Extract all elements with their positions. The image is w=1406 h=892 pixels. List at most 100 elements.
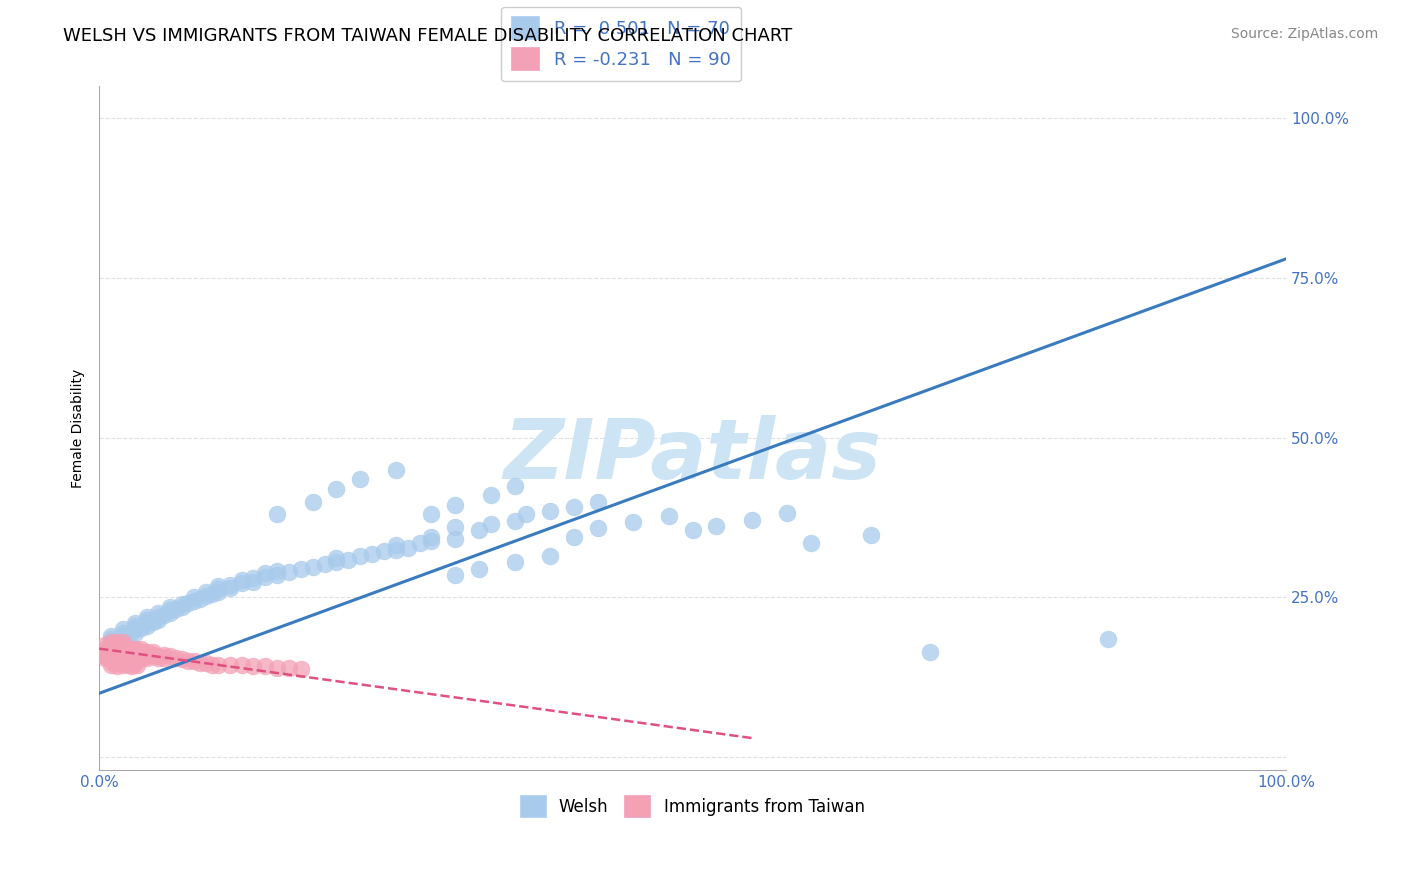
Point — [385, 463, 408, 477]
Point — [105, 639, 128, 653]
Point — [266, 661, 288, 675]
Point — [704, 519, 727, 533]
Point — [314, 558, 336, 572]
Point — [201, 657, 224, 672]
Point — [100, 647, 122, 661]
Point — [361, 547, 384, 561]
Point — [385, 538, 408, 552]
Point — [129, 621, 152, 635]
Point — [682, 524, 704, 538]
Point — [114, 647, 136, 661]
Point — [266, 568, 288, 582]
Point — [420, 534, 443, 549]
Point — [124, 623, 146, 637]
Point — [290, 562, 312, 576]
Point — [100, 632, 122, 646]
Point — [111, 625, 134, 640]
Point — [468, 562, 491, 576]
Point — [129, 645, 152, 659]
Point — [159, 603, 181, 617]
Point — [105, 659, 128, 673]
Point — [165, 602, 187, 616]
Point — [254, 566, 277, 581]
Point — [301, 494, 323, 508]
Point — [479, 488, 502, 502]
Point — [129, 651, 152, 665]
Point — [207, 585, 229, 599]
Text: Source: ZipAtlas.com: Source: ZipAtlas.com — [1230, 27, 1378, 41]
Point — [337, 553, 360, 567]
Point — [111, 645, 134, 659]
Point — [135, 613, 157, 627]
Point — [444, 520, 467, 534]
Point — [100, 645, 122, 659]
Point — [621, 515, 644, 529]
Point — [159, 600, 181, 615]
Text: WELSH VS IMMIGRANTS FROM TAIWAN FEMALE DISABILITY CORRELATION CHART: WELSH VS IMMIGRANTS FROM TAIWAN FEMALE D… — [63, 27, 793, 45]
Point — [134, 647, 156, 661]
Point — [290, 662, 312, 676]
Point — [503, 555, 526, 569]
Point — [124, 615, 146, 630]
Point — [153, 608, 176, 623]
Point — [111, 635, 134, 649]
Point — [94, 645, 117, 659]
Point — [121, 647, 143, 661]
Point — [121, 659, 143, 673]
Point — [479, 516, 502, 531]
Point — [134, 648, 156, 662]
Point — [183, 593, 205, 607]
Point — [266, 508, 288, 522]
Point — [111, 641, 134, 656]
Point — [135, 649, 157, 664]
Point — [207, 579, 229, 593]
Point — [1097, 632, 1119, 646]
Point — [110, 643, 132, 657]
Point — [231, 576, 253, 591]
Point — [266, 564, 288, 578]
Point — [110, 647, 132, 661]
Point — [100, 629, 122, 643]
Point — [153, 648, 176, 662]
Point — [218, 657, 240, 672]
Point — [105, 648, 128, 662]
Point — [124, 651, 146, 665]
Point — [118, 649, 141, 664]
Point — [94, 651, 117, 665]
Point — [118, 651, 141, 665]
Point — [159, 607, 181, 621]
Point — [129, 641, 152, 656]
Point — [124, 625, 146, 640]
Point — [148, 613, 170, 627]
Point — [148, 607, 170, 621]
Point — [105, 641, 128, 656]
Point — [218, 581, 240, 595]
Point — [124, 656, 146, 670]
Point — [859, 528, 882, 542]
Point — [165, 651, 187, 665]
Point — [94, 648, 117, 662]
Point — [408, 536, 430, 550]
Point — [254, 570, 277, 584]
Text: ZIPatlas: ZIPatlas — [503, 415, 882, 496]
Point — [278, 565, 301, 579]
Point — [103, 651, 125, 665]
Point — [127, 643, 149, 657]
Point — [100, 635, 122, 649]
Point — [420, 530, 443, 544]
Point — [111, 623, 134, 637]
Point — [118, 627, 141, 641]
Point — [201, 587, 224, 601]
Point — [776, 506, 799, 520]
Point — [124, 645, 146, 659]
Point — [159, 649, 181, 664]
Point — [94, 649, 117, 664]
Point — [135, 651, 157, 665]
Point — [658, 508, 681, 523]
Point — [586, 494, 609, 508]
Point — [141, 645, 163, 659]
Point — [172, 600, 194, 615]
Point — [110, 656, 132, 670]
Point — [172, 652, 194, 666]
Point — [111, 632, 134, 646]
